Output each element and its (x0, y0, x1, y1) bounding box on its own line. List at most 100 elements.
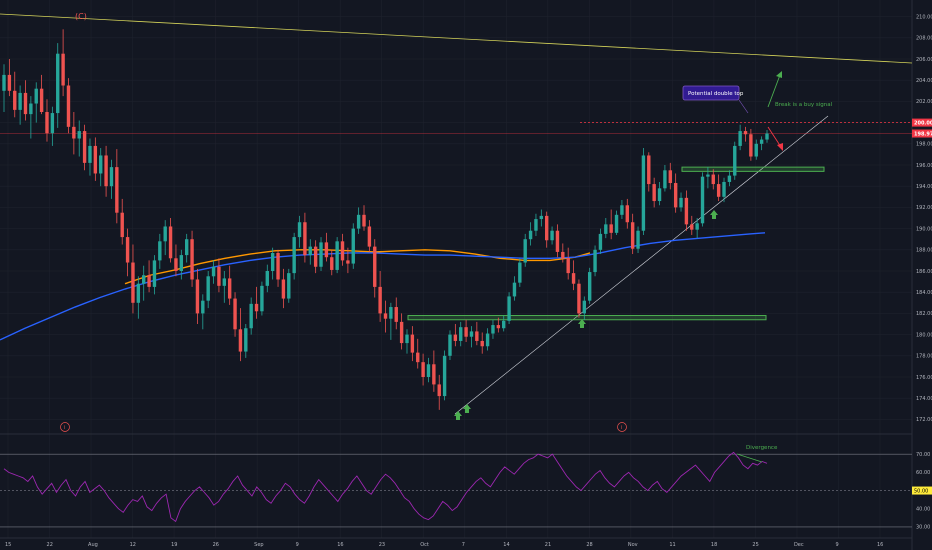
candle-body (190, 239, 194, 280)
support-zone-high[interactable] (681, 166, 825, 172)
candle-body (383, 313, 388, 319)
candle-body (168, 226, 173, 259)
candle-body (518, 262, 522, 283)
time-tick-label: Nov (628, 542, 638, 548)
candle-body (131, 262, 135, 303)
wave-i-label-2: i (621, 425, 622, 431)
candle-body (625, 205, 629, 223)
candle-body (609, 224, 613, 233)
candle-body (104, 155, 108, 187)
candle-body (480, 340, 484, 347)
candle-body (378, 286, 382, 314)
price-tick-label: 178.00 (916, 354, 932, 360)
rsi-tick-label: 70.00 (916, 452, 930, 458)
candle-body (668, 170, 672, 184)
time-tick-label: 18 (711, 542, 717, 548)
candle-body (749, 134, 753, 157)
candle-body (405, 334, 409, 344)
time-axis: 15 22 Aug 12 19 26 Sep 9 16 23 Oct 7 14 21 28 Nov 11 18 25… (5, 542, 883, 548)
price-tick-label: 210.00 (916, 14, 932, 20)
descending-trendline[interactable] (0, 13, 913, 64)
candle-body (647, 155, 651, 185)
price-badge-label: 198.97 (914, 131, 932, 137)
candle-body (620, 205, 624, 215)
time-tick-label: 21 (545, 542, 551, 548)
candle-body (99, 155, 103, 174)
double-top-callout[interactable] (682, 85, 740, 101)
candle-body (630, 222, 635, 249)
candle-body (641, 155, 646, 231)
candle-body (550, 230, 554, 241)
time-tick-label: 25 (752, 542, 758, 548)
moving-averages (0, 232, 766, 341)
price-tick-label: 174.00 (916, 396, 932, 402)
candle-body (184, 239, 189, 256)
time-tick-label: 23 (379, 542, 385, 548)
candle-body (281, 279, 286, 299)
rsi-tick-label: 60.00 (916, 470, 930, 476)
candle-body (362, 214, 366, 227)
candle-body (217, 266, 221, 286)
candle-body (23, 92, 28, 115)
candle-body (765, 133, 769, 140)
candle-body (416, 352, 420, 363)
candle-body (448, 334, 452, 356)
candle-body (77, 131, 81, 139)
candle-body (265, 271, 269, 286)
price-tick-label: 172.00 (916, 417, 932, 423)
candle-body (7, 74, 12, 91)
arrow-up-marker-1 (454, 411, 462, 420)
candle-body (120, 212, 124, 238)
candle-body (2, 74, 6, 91)
candle-body (34, 88, 38, 104)
candle-body (56, 53, 60, 114)
candle-body (512, 282, 517, 297)
ascending-trendline[interactable] (454, 115, 829, 415)
candle-body (367, 226, 372, 247)
candle-body (442, 355, 447, 397)
candle-body (432, 364, 436, 385)
candle-body (502, 320, 506, 329)
time-tick-label: 14 (503, 542, 509, 548)
candle-body (507, 296, 511, 321)
rsi-line (3, 451, 768, 523)
candle-body (636, 230, 640, 249)
candle-body (297, 222, 302, 238)
candle-body (485, 333, 490, 347)
candle-body (88, 145, 92, 163)
candle-body (222, 278, 227, 286)
candle-body (727, 175, 732, 182)
candle-body (303, 222, 307, 256)
candle-body (700, 176, 705, 224)
candle-body (195, 279, 200, 314)
candle-body (593, 249, 597, 273)
candle-body (211, 266, 216, 277)
candle-body (410, 334, 415, 353)
time-tick-label: 12 (130, 542, 136, 548)
support-zone-low[interactable] (407, 315, 767, 321)
arrow-up-marker-3 (578, 319, 586, 328)
candle-body (679, 197, 683, 208)
candle-body (754, 143, 758, 157)
candles (2, 29, 769, 410)
candle-body (663, 170, 667, 189)
candle-body (389, 307, 393, 319)
time-tick-label: 22 (47, 542, 53, 548)
candle-body (394, 307, 398, 322)
candle-body (373, 246, 377, 287)
time-tick-label: Oct (420, 542, 429, 548)
candle-body (684, 197, 689, 225)
wave-i-marker-2 (617, 422, 627, 432)
candle-body (604, 224, 608, 234)
candle-body (109, 167, 114, 187)
candle-body (313, 246, 318, 267)
candle-body (276, 252, 280, 280)
candle-body (147, 275, 151, 287)
rsi-badge (912, 486, 932, 495)
candle-body (260, 285, 264, 312)
price-tick-label: 198.00 (916, 142, 932, 148)
candle-body (233, 298, 237, 330)
candle-body (356, 214, 361, 229)
